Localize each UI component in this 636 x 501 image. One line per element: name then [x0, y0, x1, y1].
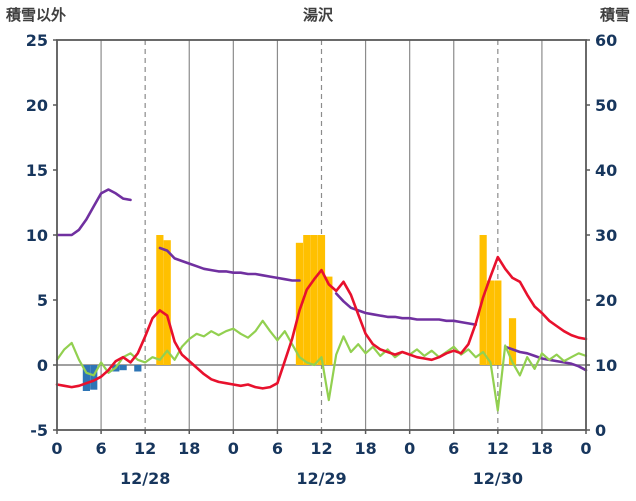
svg-text:30: 30: [595, 226, 617, 245]
svg-text:10: 10: [26, 226, 48, 245]
svg-text:50: 50: [595, 96, 617, 115]
svg-text:60: 60: [595, 31, 617, 50]
svg-text:12/30: 12/30: [473, 469, 523, 488]
svg-text:0: 0: [51, 439, 62, 458]
svg-text:10: 10: [595, 356, 617, 375]
svg-text:18: 18: [531, 439, 553, 458]
svg-text:12: 12: [310, 439, 332, 458]
svg-text:0: 0: [404, 439, 415, 458]
svg-text:18: 18: [354, 439, 376, 458]
svg-text:18: 18: [178, 439, 200, 458]
svg-text:12: 12: [134, 439, 156, 458]
svg-text:12/28: 12/28: [120, 469, 170, 488]
svg-text:0: 0: [595, 421, 606, 440]
svg-text:40: 40: [595, 161, 617, 180]
station-title: 湯沢: [302, 6, 334, 24]
right-axis-title: 積雪: [599, 6, 630, 24]
svg-text:0: 0: [37, 356, 48, 375]
svg-text:-5: -5: [30, 421, 48, 440]
svg-text:6: 6: [448, 439, 459, 458]
svg-text:12: 12: [487, 439, 509, 458]
svg-text:20: 20: [26, 96, 48, 115]
svg-text:6: 6: [96, 439, 107, 458]
svg-text:25: 25: [26, 31, 48, 50]
svg-text:5: 5: [37, 291, 48, 310]
svg-text:0: 0: [580, 439, 591, 458]
svg-text:20: 20: [595, 291, 617, 310]
svg-text:12/29: 12/29: [296, 469, 346, 488]
left-axis-title: 積雪以外: [6, 6, 67, 24]
svg-text:0: 0: [228, 439, 239, 458]
svg-text:6: 6: [272, 439, 283, 458]
svg-text:15: 15: [26, 161, 48, 180]
